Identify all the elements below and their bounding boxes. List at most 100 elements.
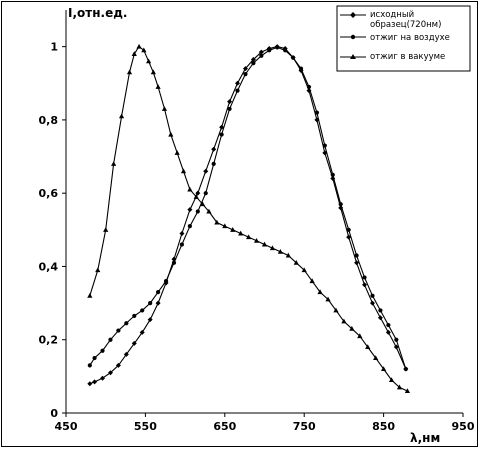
data-point-circle	[283, 48, 288, 53]
data-point-circle	[306, 84, 312, 90]
data-point-diamond	[242, 66, 248, 72]
data-point-circle	[203, 191, 208, 196]
data-point-circle	[156, 290, 161, 295]
data-point-triangle	[293, 259, 299, 265]
data-point-diamond	[219, 124, 225, 130]
data-point-circle	[338, 202, 343, 207]
legend-label-series-1: исходный образец(720нм)	[370, 10, 441, 30]
data-point-diamond	[346, 234, 352, 240]
data-point-triangle	[388, 377, 395, 383]
data-point-circle	[298, 66, 304, 71]
data-point-triangle	[253, 238, 260, 243]
y-ticks: 0 0,2 0,4 0,6 0,8 1	[39, 41, 66, 420]
data-point-triangle	[349, 325, 355, 331]
data-point-diamond	[179, 230, 185, 236]
data-point-triangle	[333, 307, 339, 313]
data-point-diamond	[385, 329, 391, 335]
data-point-circle	[179, 242, 185, 247]
data-point-diamond	[139, 329, 145, 335]
data-point-circle	[354, 253, 359, 258]
data-point-triangle	[174, 150, 180, 155]
data-point-triangle	[396, 384, 403, 390]
data-point-diamond	[211, 146, 217, 152]
legend-marker-triangle-icon	[350, 54, 356, 59]
data-point-circle	[195, 209, 200, 214]
legend-marker-circle-icon	[350, 34, 356, 40]
data-point-triangle	[341, 318, 347, 324]
y-tick-label: 1	[50, 41, 58, 54]
data-point-triangle	[193, 194, 199, 199]
data-point-triangle	[373, 355, 379, 361]
data-point-diamond	[354, 260, 360, 266]
data-point-circle	[322, 143, 327, 148]
data-point-triangle	[365, 344, 371, 350]
data-point-triangle	[214, 219, 220, 225]
data-point-circle	[314, 110, 320, 115]
data-point-circle	[243, 72, 248, 77]
data-point-diamond	[115, 362, 121, 368]
legend-marker-diamond-icon	[350, 12, 356, 18]
x-tick-label: 850	[372, 420, 395, 433]
data-point-diamond	[87, 381, 93, 387]
data-point-triangle	[131, 51, 137, 56]
data-point-triangle	[317, 289, 323, 295]
y-tick-label: 0,2	[39, 334, 59, 347]
data-point-triangle	[118, 113, 125, 119]
data-point-triangle	[206, 208, 212, 214]
data-point-circle	[227, 106, 232, 112]
data-point-triangle	[269, 245, 276, 251]
data-point-circle	[394, 337, 399, 342]
data-point-diamond	[258, 49, 264, 55]
data-point-triangle	[180, 168, 187, 174]
data-point-triangle	[222, 223, 228, 229]
data-point-triangle	[309, 278, 315, 284]
data-point-triangle	[155, 84, 161, 89]
data-point-diamond	[131, 340, 137, 346]
data-point-circle	[171, 260, 177, 265]
data-point-triangle	[168, 131, 174, 137]
data-point-triangle	[136, 43, 142, 49]
data-point-triangle	[103, 227, 109, 232]
data-point-circle	[116, 328, 121, 333]
legend-label-series-3: отжиг в вакууме	[370, 52, 445, 62]
data-point-diamond	[369, 300, 375, 306]
data-point-triangle	[261, 241, 268, 247]
data-point-circle	[403, 366, 408, 372]
y-tick-label: 0,8	[39, 114, 59, 127]
y-tick-label: 0,6	[39, 187, 59, 200]
data-point-circle	[330, 172, 335, 177]
data-point-circle	[275, 45, 280, 50]
data-point-diamond	[107, 370, 113, 376]
data-point-circle	[132, 313, 137, 319]
x-tick-label: 950	[452, 420, 475, 433]
data-point-triangle	[141, 47, 147, 53]
data-point-circle	[187, 224, 192, 229]
data-point-circle	[148, 300, 153, 306]
y-tick-label: 0	[50, 407, 58, 420]
data-point-circle	[378, 308, 383, 313]
data-point-diamond	[187, 207, 193, 213]
data-point-diamond	[393, 344, 399, 350]
data-point-triangle	[301, 267, 307, 273]
data-point-diamond	[147, 317, 153, 323]
data-point-circle	[140, 308, 145, 313]
series-layer	[87, 43, 411, 394]
data-point-triangle	[277, 249, 283, 254]
x-axis-title: λ,нм	[410, 431, 440, 445]
data-point-triangle	[246, 234, 252, 240]
data-point-circle	[290, 55, 296, 60]
data-point-triangle	[381, 366, 387, 372]
data-point-triangle	[199, 201, 206, 207]
data-point-circle	[108, 337, 113, 342]
data-point-triangle	[285, 252, 291, 258]
data-point-circle	[346, 227, 351, 232]
data-point-triangle	[145, 58, 152, 64]
data-point-triangle	[357, 333, 363, 339]
data-point-triangle	[325, 296, 331, 302]
data-point-diamond	[123, 351, 129, 357]
data-point-circle	[211, 161, 216, 166]
y-axis-title: I,отн.ед.	[68, 6, 127, 20]
x-tick-label: 450	[55, 420, 78, 433]
data-point-diamond	[235, 80, 241, 86]
data-point-circle	[235, 88, 240, 93]
